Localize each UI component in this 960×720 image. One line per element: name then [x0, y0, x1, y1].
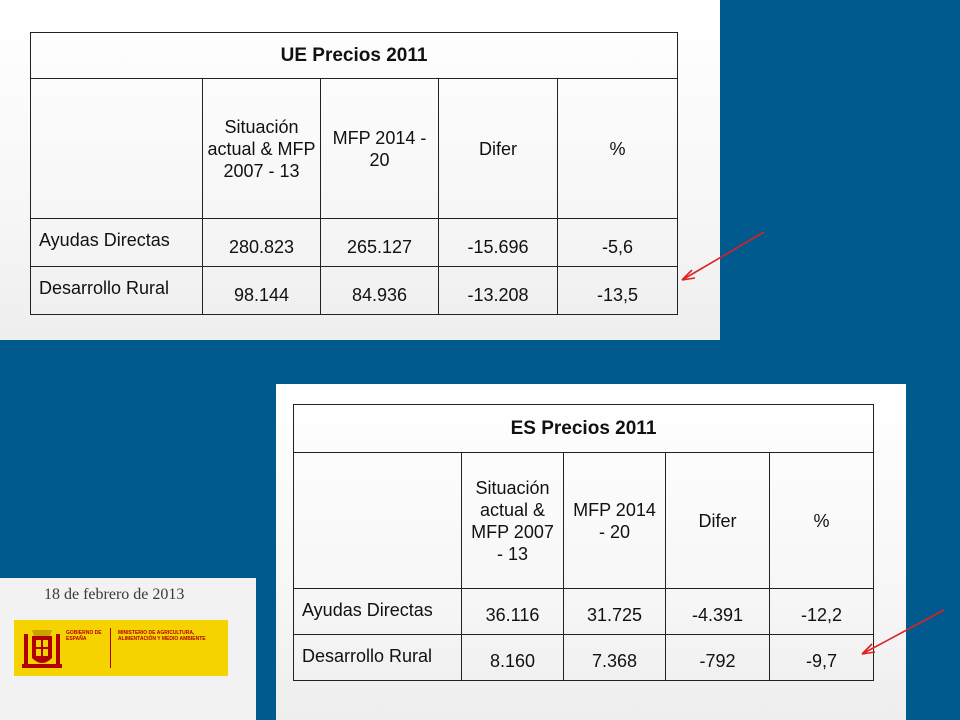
coat-of-arms-icon [22, 630, 62, 668]
presentation-date: 18 de febrero de 2013 [44, 586, 185, 603]
ue-cell: -13,5 [556, 266, 679, 315]
es-header-percent: % [768, 452, 875, 589]
es-table-title: ES Precios 2011 [292, 404, 875, 453]
es-cell: -4.391 [665, 588, 770, 635]
es-header-difer: Difer [665, 452, 770, 589]
ue-cell: 265.127 [320, 218, 439, 267]
es-cell: -9,7 [768, 634, 875, 681]
government-logo-banner: GOBIERNO DE ESPAÑA MINISTERIO DE AGRICUL… [14, 620, 228, 676]
ue-header-empty [30, 78, 203, 219]
ue-row-label: Ayudas Directas [30, 218, 203, 267]
ue-row-label: Desarrollo Rural [30, 266, 203, 315]
ue-cell: -13.208 [438, 266, 558, 315]
ue-header-mfp: MFP 2014 - 20 [320, 78, 439, 219]
es-panel: ES Precios 2011 Situación actual & MFP 2… [276, 384, 906, 720]
es-cell: 8.160 [461, 634, 564, 681]
ue-table-title: UE Precios 2011 [29, 32, 679, 79]
table-row: Desarrollo Rural 8.160 7.368 -792 -9,7 [293, 634, 875, 681]
es-cell: 31.725 [563, 588, 666, 635]
table-row: Ayudas Directas 36.116 31.725 -4.391 -12… [293, 588, 875, 635]
es-cell: 7.368 [563, 634, 666, 681]
es-header-situacion: Situación actual & MFP 2007 - 13 [461, 452, 564, 589]
ue-panel: UE Precios 2011 Situación actual & MFP 2… [0, 0, 720, 340]
es-cell: -792 [665, 634, 770, 681]
es-header-empty [293, 452, 462, 589]
ue-header-situacion: Situación actual & MFP 2007 - 13 [202, 78, 321, 219]
es-table: ES Precios 2011 Situación actual & MFP 2… [292, 404, 875, 681]
es-cell: 36.116 [461, 588, 564, 635]
ue-cell: -5,6 [556, 218, 679, 267]
table-row: Ayudas Directas 280.823 265.127 -15.696 … [30, 218, 679, 267]
es-cell: -12,2 [768, 588, 875, 635]
ue-header-percent: % [556, 78, 679, 219]
ue-table: UE Precios 2011 Situación actual & MFP 2… [29, 32, 679, 315]
es-row-label: Ayudas Directas [293, 588, 462, 635]
presentation-footer: 18 de febrero de 2013 GOBIERNO DE ESPAÑA… [0, 578, 256, 720]
logo-divider [110, 628, 111, 668]
table-row: Desarrollo Rural 98.144 84.936 -13.208 -… [30, 266, 679, 315]
ministry-text: MINISTERIO DE AGRICULTURA, ALIMENTACIÓN … [118, 630, 206, 642]
es-header-mfp: MFP 2014 - 20 [563, 452, 666, 589]
ue-header-difer: Difer [438, 78, 558, 219]
ue-cell: 98.144 [202, 266, 321, 315]
ue-cell: -15.696 [438, 218, 558, 267]
ue-cell: 280.823 [202, 218, 321, 267]
government-text: GOBIERNO DE ESPAÑA [66, 630, 102, 642]
ue-cell: 84.936 [320, 266, 439, 315]
es-row-label: Desarrollo Rural [293, 634, 462, 681]
